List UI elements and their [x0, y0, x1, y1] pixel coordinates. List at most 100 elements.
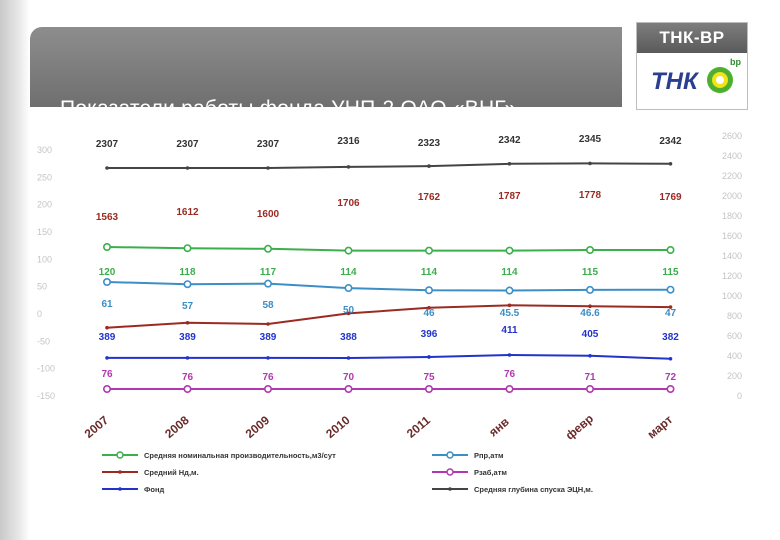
data-label: 58: [262, 300, 274, 311]
data-label: 1762: [418, 192, 441, 203]
series-line: [107, 353, 671, 360]
data-label: 411: [501, 325, 518, 336]
data-point: [346, 356, 351, 360]
legend-swatch-marker: [448, 487, 452, 491]
data-point: [344, 384, 353, 393]
data-label: 114: [340, 267, 357, 278]
data-point: [424, 286, 433, 295]
category-label: 2010: [323, 413, 353, 441]
left-tick-label: -150: [37, 391, 55, 401]
data-point: [666, 285, 675, 294]
data-point: [507, 303, 512, 308]
right-tick-label: 1200: [722, 271, 742, 281]
data-label: 1600: [257, 209, 280, 220]
data-label: 1769: [659, 192, 682, 203]
data-point: [263, 244, 272, 253]
right-tick-label: 1800: [722, 211, 742, 221]
data-point: [588, 304, 592, 309]
data-label: 405: [582, 329, 599, 340]
data-label: 389: [179, 332, 196, 343]
data-label: 2345: [579, 134, 602, 145]
data-point: [266, 322, 270, 326]
data-point: [263, 279, 272, 288]
data-point: [183, 280, 192, 289]
left-tick-label: -50: [37, 336, 50, 346]
legend-swatch-marker: [118, 487, 122, 491]
data-label: 76: [101, 369, 113, 380]
data-point: [344, 246, 353, 255]
data-point: [588, 353, 592, 358]
data-label: 75: [423, 372, 435, 383]
right-tick-label: 1600: [722, 231, 742, 241]
slide-edge-shade: [0, 0, 30, 540]
data-label: 45.5: [500, 308, 520, 319]
right-tick-label: 400: [727, 351, 742, 361]
legend-swatch-marker: [116, 451, 124, 459]
legend-label: Средняя номинальная производительность,м…: [144, 451, 336, 460]
left-axis: -150 -100 -50 0 50 100 150 200 250 300: [37, 145, 55, 401]
company-logo: ТНК-ВР ТНК bp: [636, 22, 748, 110]
category-label: 2011: [404, 413, 433, 441]
left-tick-label: 50: [37, 282, 47, 292]
category-label: 2009: [243, 413, 273, 441]
legend-swatch-marker: [446, 451, 454, 459]
data-label: 2342: [498, 135, 521, 146]
data-point: [666, 246, 675, 255]
right-tick-label: 800: [727, 311, 742, 321]
logo-wordmark: ТНК-ВР: [637, 23, 747, 53]
right-tick-label: 0: [737, 391, 742, 401]
legend-label: Рпр,атм: [474, 451, 504, 460]
data-label: 1563: [96, 212, 119, 223]
category-label: 2007: [82, 413, 112, 441]
data-point: [346, 311, 351, 316]
legend-label: Рзаб,атм: [474, 468, 507, 477]
series-lines: [103, 161, 675, 393]
data-point: [105, 325, 109, 330]
right-tick-label: 2600: [722, 131, 742, 141]
right-tick-label: 2200: [722, 171, 742, 181]
legend: Средняя номинальная производительность,м…: [102, 451, 593, 494]
data-point: [183, 384, 192, 393]
data-point: [424, 384, 433, 393]
data-label: 2342: [659, 136, 682, 147]
data-point: [505, 286, 514, 295]
data-point: [585, 285, 594, 294]
bp-helios-icon: [707, 67, 733, 93]
category-label: янв: [486, 415, 512, 440]
logo-emblem: ТНК bp: [651, 57, 741, 95]
data-label: 117: [260, 267, 277, 278]
data-label: 46: [423, 308, 435, 319]
data-label: 114: [501, 267, 518, 278]
data-point: [666, 384, 675, 393]
category-label: март: [645, 412, 676, 441]
right-tick-label: 2400: [722, 151, 742, 161]
data-label: 115: [662, 267, 679, 278]
data-label: 76: [504, 369, 516, 380]
data-point: [505, 246, 514, 255]
data-point: [344, 284, 353, 293]
data-label: 76: [262, 372, 274, 383]
data-point: [346, 165, 351, 169]
series-line: [106, 246, 671, 252]
right-axis: 0 200 400 600 800 1000 1200 1400 1600 1800 2000 220…: [722, 131, 742, 401]
data-label: 1778: [579, 190, 602, 201]
data-label: 114: [421, 267, 438, 278]
legend-swatch-marker: [446, 468, 454, 476]
data-label: 118: [179, 267, 196, 278]
data-point: [105, 166, 109, 170]
legend-label: Фонд: [144, 485, 165, 494]
series-line: [107, 162, 671, 169]
data-label: 46.6: [580, 308, 600, 319]
left-tick-label: -100: [37, 364, 55, 374]
data-label: 76: [182, 372, 194, 383]
data-point: [585, 246, 594, 255]
data-label: 2307: [257, 139, 280, 150]
left-tick-label: 150: [37, 227, 52, 237]
data-point: [185, 321, 190, 325]
data-label: 115: [582, 267, 599, 278]
right-tick-label: 1000: [722, 291, 742, 301]
data-point: [103, 243, 112, 252]
legend-swatch-marker: [118, 470, 122, 474]
